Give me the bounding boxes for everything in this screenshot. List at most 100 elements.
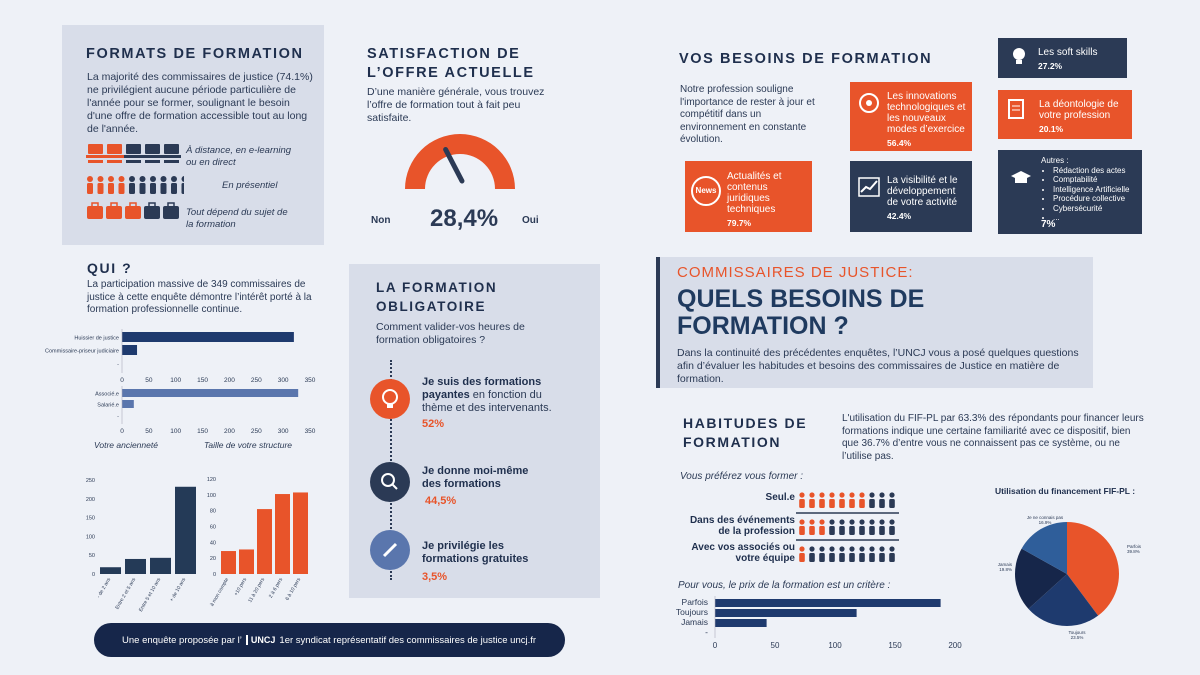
fifpl-pie-chart: Utilisation du financement FIF-PL : Parfo…: [995, 486, 1142, 640]
monitor-icon: [145, 144, 160, 154]
taille-category-label: 2 à 6 pers: [268, 577, 285, 600]
person-icon: [879, 546, 885, 552]
obligatoire-title-2: OBLIGATOIRE: [376, 299, 487, 314]
briefcase-icon: [106, 206, 122, 219]
satisfaction-title-2: L’OFFRE ACTUELLE: [367, 65, 535, 81]
person-body: [869, 553, 875, 562]
person-icon: [879, 492, 885, 498]
person-body: [859, 499, 865, 508]
monitor-icon: [164, 144, 179, 154]
habitudes-title-2: FORMATION: [683, 434, 782, 450]
obligatoire-item-2-pct: 44,5%: [425, 495, 457, 507]
profession-tick-label: 100: [170, 377, 181, 384]
satisfaction-title-1: SATISFACTION DE: [367, 46, 521, 62]
autres-item: ...: [1053, 213, 1138, 223]
person-icon: [889, 546, 895, 552]
structure-tick-label: 350: [305, 428, 316, 435]
person-icon: [97, 176, 104, 182]
footer-banner: Une enquête proposée par l’ UNCJ 1er syn…: [94, 623, 565, 657]
card-autres-label: Autres :: [1041, 156, 1069, 165]
person-body: [799, 499, 805, 508]
person-icon: [869, 519, 875, 525]
person-icon: [829, 492, 835, 498]
formats-row3-label-2: la formation: [186, 219, 236, 230]
anciennete-tick-label: 150: [86, 516, 95, 522]
person-icon: [849, 546, 855, 552]
search-icon: [381, 473, 398, 490]
satisfaction-text: D’une manière générale, vous trouvez l’o…: [367, 86, 545, 124]
person-icon: [839, 546, 845, 552]
gauge-value: 28,4%: [430, 205, 499, 232]
person-body: [849, 553, 855, 562]
person-icon: [839, 492, 845, 498]
prix-bar: [715, 619, 767, 627]
profession-bar: [122, 345, 138, 355]
autres-item: Cybersécurité: [1053, 204, 1138, 214]
person-icon: [118, 176, 125, 182]
taille-tick-label: 80: [210, 509, 216, 515]
gauge-needle: [443, 146, 465, 184]
person-icon: [849, 519, 855, 525]
structure-tick-label: 250: [251, 428, 262, 435]
taille-category-label: 6 à 10 pers: [285, 577, 303, 602]
person-icon: [108, 176, 114, 182]
anciennete-category-label: - de 2 ans: [96, 577, 113, 600]
taille-bar: [239, 549, 254, 574]
obligatoire-icon-3: [370, 530, 410, 570]
row-label-line: votre équipe: [735, 553, 795, 564]
person-body: [129, 183, 135, 194]
briefcase-handle: [167, 202, 175, 208]
structure-bar: [122, 389, 299, 397]
structure-tick-label: 200: [224, 428, 235, 435]
structure-bar: [122, 400, 134, 408]
person-body: [849, 526, 855, 535]
habitudes-question: Vous préférez vous former :: [680, 471, 804, 482]
hero-text: Dans la continuité des précédentes enquê…: [677, 347, 1079, 385]
card-innovations: Les innovations technologiques et les no…: [850, 82, 972, 151]
taille-label: Taille de votre structure: [204, 440, 293, 450]
structure-tick-label: 150: [197, 428, 208, 435]
structure-category-label: Salarié.e: [97, 403, 119, 409]
prix-category-label: -: [705, 627, 708, 637]
profession-category-label: -: [117, 362, 119, 368]
person-icon: [181, 176, 184, 182]
person-icon: [819, 492, 825, 498]
autres-item: Comptabilité: [1053, 175, 1138, 185]
profession-tick-label: 350: [305, 377, 316, 384]
row-label-line: de la profession: [718, 526, 795, 537]
prix-question: Pour vous, le prix de la formation est u…: [678, 580, 891, 591]
card-actualites: News Actualités et contenus juridiques t…: [685, 161, 812, 232]
autres-item: Procédure collective: [1053, 194, 1138, 204]
person-body: [889, 553, 895, 562]
person-body: [139, 183, 146, 194]
briefcase-handle: [148, 202, 156, 208]
obligatoire-item-2-bold: Je donne moi-même des formations: [422, 465, 529, 490]
pie-slice: [1067, 522, 1119, 616]
obligatoire-item-1-bold: Je suis des formations payantes: [422, 376, 542, 401]
monitor-base: [107, 160, 122, 163]
card-innovations-label: Les innovations technologiques et les no…: [887, 91, 966, 135]
monitor-base: [164, 160, 179, 163]
qui-charts: Huissier de justice Commissaire-priseur j…: [45, 329, 316, 613]
card-actualites-pct: 79.7%: [727, 218, 752, 228]
anciennete-category-label: + de 10 ans: [169, 577, 188, 603]
person-icon: [809, 492, 815, 498]
person-body: [829, 553, 835, 562]
lightbulb-icon: [382, 389, 398, 408]
habitudes-title-1: HABITUDES DE: [683, 415, 808, 431]
person-icon: [87, 176, 93, 182]
qui-text: La participation massive de 349 commissa…: [87, 279, 312, 315]
person-body: [809, 499, 815, 508]
card-soft-skills: Les soft skills 27.2%: [998, 38, 1127, 78]
taille-tick-label: 100: [207, 493, 216, 499]
gauge-right-label: Oui: [522, 215, 539, 226]
person-body: [859, 526, 865, 535]
profession-tick-label: 0: [120, 377, 124, 384]
graduation-cap-icon: [1011, 171, 1031, 183]
prix-bar: [715, 599, 941, 607]
growth-chart-icon: [858, 177, 880, 197]
briefcase-icon: [144, 206, 160, 219]
person-icon: [139, 176, 146, 182]
row-label-line: Seul.e: [765, 492, 795, 503]
person-icon: [849, 492, 855, 498]
